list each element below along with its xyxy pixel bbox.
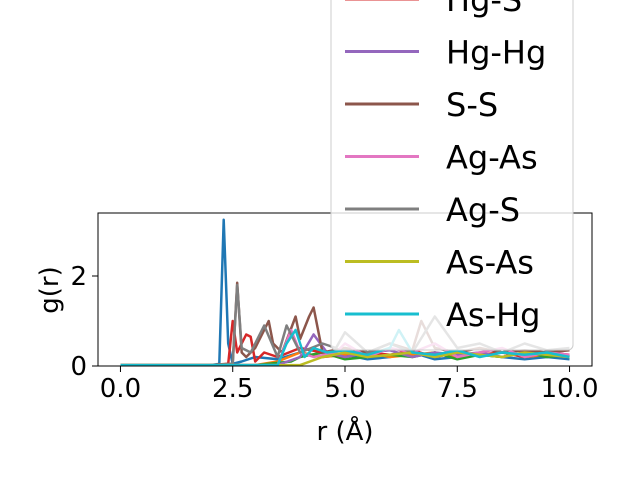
x-tick-label: 7.5 <box>437 374 478 404</box>
y-axis-label: g(r) <box>35 266 65 313</box>
legend-label-ag-s: Ag-S <box>446 191 520 229</box>
legend-label-ag-as: Ag-As <box>446 139 538 177</box>
legend-label-hg-hg: Hg-Hg <box>446 34 546 72</box>
legend: Ag-AgAg-HgAs-SHg-SHg-HgS-SAg-AsAg-SAs-As… <box>330 0 574 351</box>
axis-ticks: 0.0 2.5 5.0 7.5 10.0 0 2 <box>70 262 598 404</box>
legend-label-hg-s: Hg-S <box>446 0 522 19</box>
x-tick-label: 10.0 <box>541 374 599 404</box>
series-line-as-hg <box>120 328 570 366</box>
legend-label-as-as: As-As <box>446 244 534 282</box>
legend-label-s-s: S-S <box>446 86 498 124</box>
x-tick-label: 5.0 <box>324 374 365 404</box>
x-axis-label: r (Å) <box>316 415 373 447</box>
x-tick-label: 0.0 <box>100 374 141 404</box>
y-tick-label: 2 <box>70 262 87 292</box>
legend-label-as-hg: As-Hg <box>446 296 540 334</box>
y-tick-label: 0 <box>70 352 87 382</box>
x-tick-label: 2.5 <box>212 374 253 404</box>
